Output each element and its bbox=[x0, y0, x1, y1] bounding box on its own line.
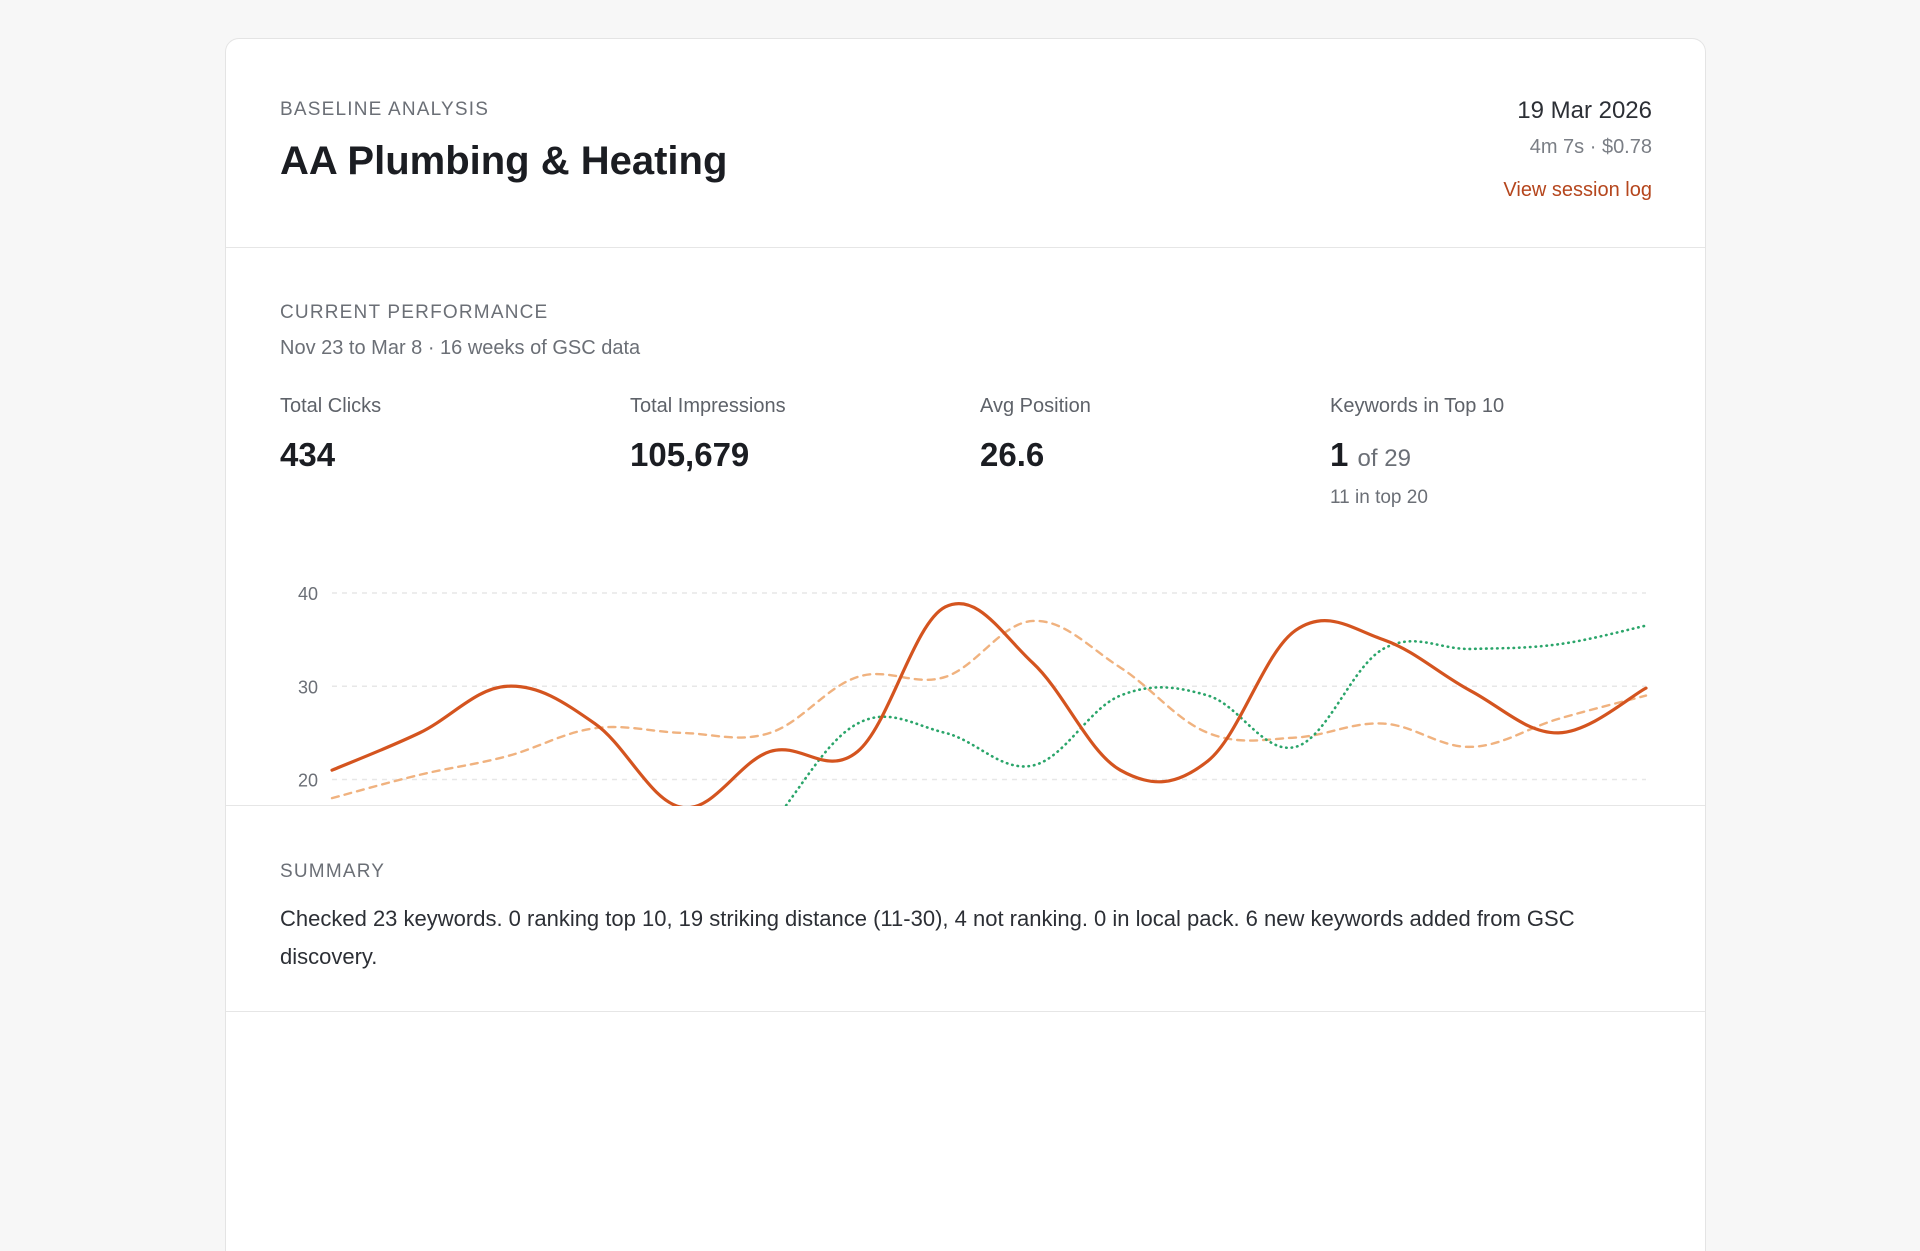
metric-value: 434 bbox=[280, 436, 336, 473]
performance-eyebrow: CURRENT PERFORMANCE bbox=[280, 302, 549, 323]
report-header: BASELINE ANALYSIS AA Plumbing & Heating … bbox=[226, 39, 1705, 248]
keywords-top20-note: 11 in top 20 bbox=[1330, 487, 1428, 508]
metric-label: Total Clicks bbox=[280, 395, 382, 417]
metric-value: 26.6 bbox=[980, 436, 1045, 473]
metric-total-impressions: Total Impressions 105,679 bbox=[630, 395, 786, 474]
report-date: 19 Mar 2026 bbox=[1517, 97, 1652, 124]
view-session-log-link[interactable]: View session log bbox=[1503, 179, 1652, 201]
performance-date-range: Nov 23 to Mar 8 · 16 weeks of GSC data bbox=[280, 337, 641, 359]
metric-value: 1 of 29 bbox=[1330, 436, 1504, 474]
baseline-analysis-card: BASELINE ANALYSIS AA Plumbing & Heating … bbox=[225, 38, 1706, 1251]
keywords-top10-count: 1 bbox=[1330, 436, 1349, 473]
y-tick-label: 20 bbox=[298, 771, 318, 791]
current-performance-section: CURRENT PERFORMANCE Nov 23 to Mar 8 · 16… bbox=[226, 248, 1705, 806]
business-title: AA Plumbing & Heating bbox=[280, 139, 728, 183]
metric-avg-position: Avg Position 26.6 bbox=[980, 395, 1091, 474]
y-tick-label: 30 bbox=[298, 677, 318, 697]
series-line-dashed bbox=[330, 619, 1648, 800]
metric-keywords-top10: Keywords in Top 10 1 of 29 11 in top 20 bbox=[1330, 395, 1504, 509]
metric-value: 105,679 bbox=[630, 436, 750, 473]
report-eyebrow: BASELINE ANALYSIS bbox=[280, 99, 490, 120]
session-meta: 4m 7s · $0.78 bbox=[1529, 136, 1652, 158]
series-line-dotted bbox=[784, 624, 1648, 806]
performance-chart: 010203040Nov 23Nov 30Dec 7Dec 14Dec 21De… bbox=[226, 248, 1705, 806]
metric-total-clicks: Total Clicks 434 bbox=[280, 395, 381, 474]
summary-text: Checked 23 keywords. 0 ranking top 10, 1… bbox=[280, 906, 1575, 969]
series-line-solid bbox=[330, 601, 1648, 806]
y-tick-label: 40 bbox=[298, 584, 318, 604]
summary-section: SUMMARY Checked 23 keywords. 0 ranking t… bbox=[226, 806, 1705, 1012]
performance-chart-svg: 010203040Nov 23Nov 30Dec 7Dec 14Dec 21De… bbox=[298, 584, 1648, 806]
metric-label: Total Impressions bbox=[630, 395, 786, 417]
metric-label: Keywords in Top 10 bbox=[1330, 395, 1505, 417]
metric-label: Avg Position bbox=[980, 395, 1091, 417]
keywords-total: of 29 bbox=[1357, 445, 1411, 472]
summary-eyebrow: SUMMARY bbox=[280, 861, 386, 882]
